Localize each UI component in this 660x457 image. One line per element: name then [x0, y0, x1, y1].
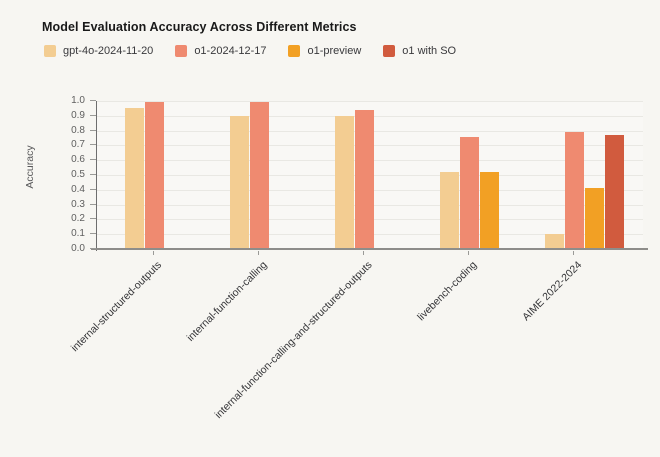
bar-o1-2024-12-17-internal-function-calling — [250, 102, 269, 249]
legend-item-o1-with-so[interactable]: o1 with SO — [383, 45, 456, 57]
y-tick-0.9: 0.9 — [60, 110, 97, 122]
y-tick-0.0: 0.0 — [60, 243, 97, 255]
y-tick-label: 1.0 — [71, 95, 85, 106]
legend-item-o1-preview[interactable]: o1-preview — [288, 45, 361, 57]
legend-label: o1-preview — [307, 45, 362, 57]
x-label-text: internal-function-calling — [184, 259, 270, 344]
y-tick-0.7: 0.7 — [60, 139, 97, 151]
x-label-text: livebench-coding — [415, 259, 480, 324]
x-tick-internal-function-calling — [258, 251, 259, 255]
x-tick-aime-2022-2024 — [573, 251, 574, 255]
bar-o1-2024-12-17-livebench-coding — [460, 136, 479, 249]
bar-gpt-4o-2024-11-20-internal-function-calling-and-structured-outputs — [335, 115, 354, 249]
x-label-text: internal-structured-outputs — [69, 259, 165, 355]
legend-swatch-o1-preview — [288, 45, 301, 57]
y-tick-mark — [90, 144, 96, 146]
bar-o1-2024-12-17-aime-2022-2024 — [565, 132, 584, 249]
bar-o1-2024-12-17-internal-function-calling-and-structured-outputs — [355, 109, 374, 249]
y-tick-mark — [90, 174, 96, 175]
bar-gpt-4o-2024-11-20-internal-structured-outputs — [125, 108, 144, 249]
y-tick-0.1: 0.1 — [60, 228, 97, 240]
chart-title: Model Evaluation Accuracy Across Differe… — [42, 20, 357, 34]
bar-o1-preview-livebench-coding — [480, 172, 499, 249]
bar-group-livebench-coding — [440, 136, 499, 249]
bar-group-internal-function-calling-and-structured-outputs — [335, 109, 374, 249]
y-tick-label: 0.6 — [71, 154, 85, 166]
y-tick-0.4: 0.4 — [60, 184, 97, 196]
y-tick-label: 0.3 — [71, 198, 85, 210]
x-label-text: AIME 2022-2024 — [520, 259, 585, 324]
gridline-1.0 — [97, 101, 643, 102]
y-tick-0.6: 0.6 — [60, 154, 97, 166]
x-tick-internal-structured-outputs — [153, 251, 154, 255]
legend-swatch-gpt-4o-2024-11-20 — [44, 45, 56, 57]
plot-area — [97, 101, 643, 249]
legend-label: o1-2024-12-17 — [194, 45, 267, 57]
bar-o1-with-so-aime-2022-2024 — [605, 135, 624, 249]
legend-label: o1 with SO — [402, 45, 457, 57]
y-tick-mark — [90, 114, 96, 116]
y-tick-mark — [90, 233, 96, 235]
y-tick-0.2: 0.2 — [60, 213, 97, 225]
legend-item-gpt-4o-2024-11-20[interactable]: gpt-4o-2024-11-20 — [44, 45, 153, 57]
y-tick-0.8: 0.8 — [60, 125, 97, 137]
y-tick-mark — [90, 129, 96, 131]
y-axis-line — [96, 101, 97, 251]
y-tick-label: 0.5 — [71, 169, 85, 180]
bar-group-aime-2022-2024 — [545, 132, 624, 249]
y-tick-label: 0.9 — [71, 109, 85, 121]
y-tick-mark — [90, 248, 96, 249]
bar-gpt-4o-2024-11-20-aime-2022-2024 — [545, 234, 564, 249]
x-tick-livebench-coding — [468, 251, 469, 255]
y-tick-0.3: 0.3 — [60, 199, 97, 211]
chart-legend: gpt-4o-2024-11-20 o1-2024-12-17 o1-preview… — [44, 45, 456, 57]
y-tick-mark — [90, 159, 96, 161]
legend-label: gpt-4o-2024-11-20 — [63, 45, 154, 57]
y-tick-label: 0.8 — [71, 124, 85, 136]
bar-gpt-4o-2024-11-20-livebench-coding — [440, 172, 459, 249]
legend-swatch-o1-2024-12-17 — [175, 45, 188, 57]
x-axis-line — [91, 248, 648, 250]
bar-group-internal-function-calling — [230, 102, 269, 249]
bar-o1-2024-12-17-internal-structured-outputs — [145, 102, 164, 249]
y-tick-mark — [90, 218, 96, 220]
y-tick-label: 0.0 — [71, 243, 85, 254]
y-tick-mark — [90, 188, 96, 190]
y-tick-label: 0.4 — [71, 183, 85, 195]
y-tick-label: 0.7 — [71, 139, 85, 151]
y-tick-mark — [90, 100, 96, 101]
bar-group-internal-structured-outputs — [125, 102, 164, 249]
bar-gpt-4o-2024-11-20-internal-function-calling — [230, 115, 249, 249]
bar-o1-preview-aime-2022-2024 — [585, 188, 604, 249]
y-tick-1.0: 1.0 — [60, 95, 97, 107]
legend-item-o1-2024-12-17[interactable]: o1-2024-12-17 — [175, 45, 266, 57]
x-tick-internal-function-calling-and-structured-outputs — [363, 251, 364, 255]
y-tick-mark — [90, 203, 96, 205]
y-tick-label: 0.2 — [71, 213, 85, 225]
y-tick-label: 0.1 — [71, 228, 85, 240]
y-tick-0.5: 0.5 — [60, 169, 97, 181]
legend-swatch-o1-with-so — [383, 45, 396, 57]
